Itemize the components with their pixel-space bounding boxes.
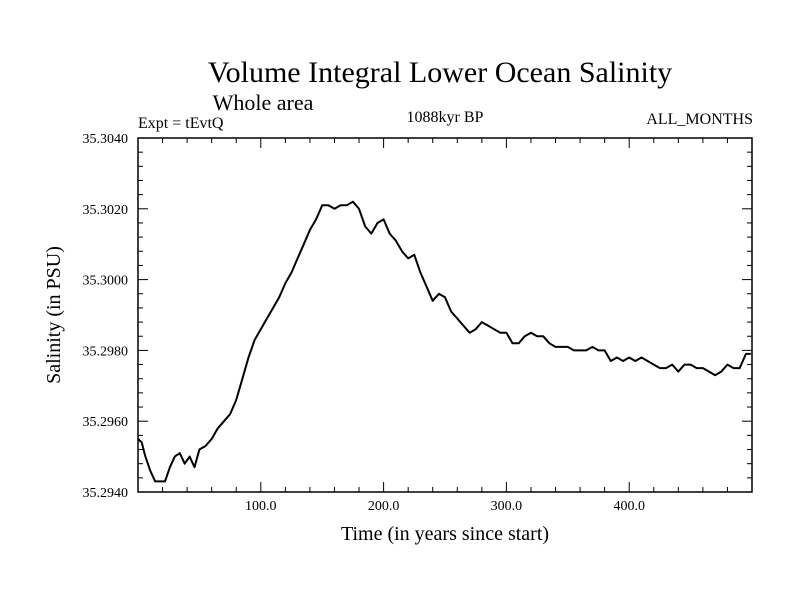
chart-subtitle: Whole area — [213, 90, 314, 115]
y-tick-label: 35.2940 — [83, 486, 129, 501]
y-tick-labels: 35.2940 35.2960 35.2980 35.3000 35.3020 35.30… — [83, 132, 129, 501]
y-axis-label: Salinity (in PSU) — [43, 246, 65, 384]
y-tick-label: 35.3020 — [83, 203, 129, 218]
y-tick-label: 35.2960 — [83, 415, 129, 430]
axis-ticks — [138, 138, 752, 492]
x-tick-label: 300.0 — [491, 499, 523, 514]
x-tick-label: 100.0 — [245, 499, 277, 514]
period-label: 1088kyr BP — [407, 109, 484, 126]
chart-title: Volume Integral Lower Ocean Salinity — [208, 56, 672, 89]
x-tick-label: 400.0 — [613, 499, 645, 514]
x-tick-labels: 100.0 200.0 300.0 400.0 — [245, 499, 645, 514]
plot-frame — [137, 137, 753, 493]
y-tick-label: 35.3040 — [83, 132, 129, 147]
salinity-series-line — [137, 200, 751, 483]
y-tick-label: 35.3000 — [83, 274, 129, 289]
months-label: ALL_MONTHS — [646, 111, 753, 128]
experiment-label: Expt = tEvtQ — [138, 115, 224, 132]
y-tick-label: 35.2980 — [83, 344, 129, 359]
x-axis-label: Time (in years since start) — [341, 523, 549, 545]
x-tick-label: 200.0 — [368, 499, 400, 514]
